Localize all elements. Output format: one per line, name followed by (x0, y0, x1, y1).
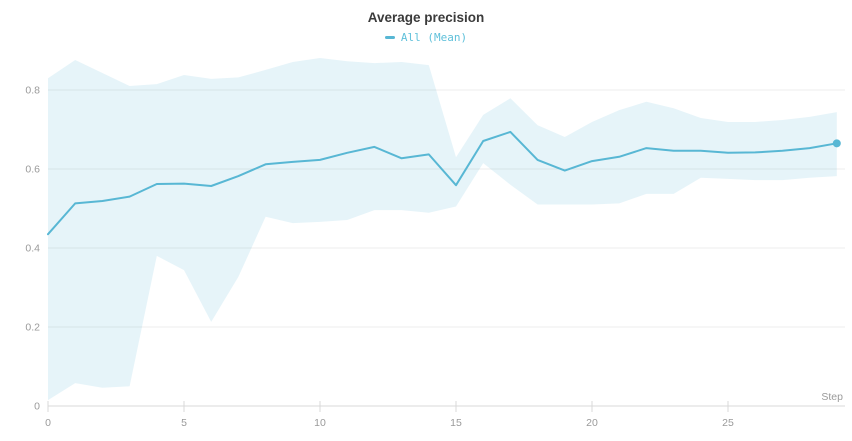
x-tick-label: 25 (722, 417, 734, 429)
confidence-band-area (48, 58, 837, 401)
chart-title: Average precision (367, 10, 485, 25)
chart-header: Average precision All (Mean) (0, 10, 852, 44)
y-tick-label: 0.2 (25, 322, 40, 334)
legend-label: All (Mean) (400, 31, 468, 44)
mean-line (47, 130, 838, 236)
x-tick-label: 0 (45, 417, 51, 429)
x-tick-label: 20 (586, 417, 598, 429)
x-axis-title: Step (821, 391, 843, 403)
y-tick-label: 0 (34, 401, 40, 413)
y-tick-label: 0.8 (25, 85, 40, 97)
x-tick-label: 5 (181, 417, 187, 429)
y-tick-label: 0.4 (25, 243, 40, 255)
x-tick-label: 10 (314, 417, 326, 429)
legend-line-swatch (384, 36, 395, 39)
last-point-marker[interactable] (832, 139, 841, 148)
y-tick-label: 0.6 (25, 164, 40, 176)
legend-item-all-mean[interactable]: All (Mean) (384, 31, 468, 44)
x-tick-label: 15 (450, 417, 462, 429)
